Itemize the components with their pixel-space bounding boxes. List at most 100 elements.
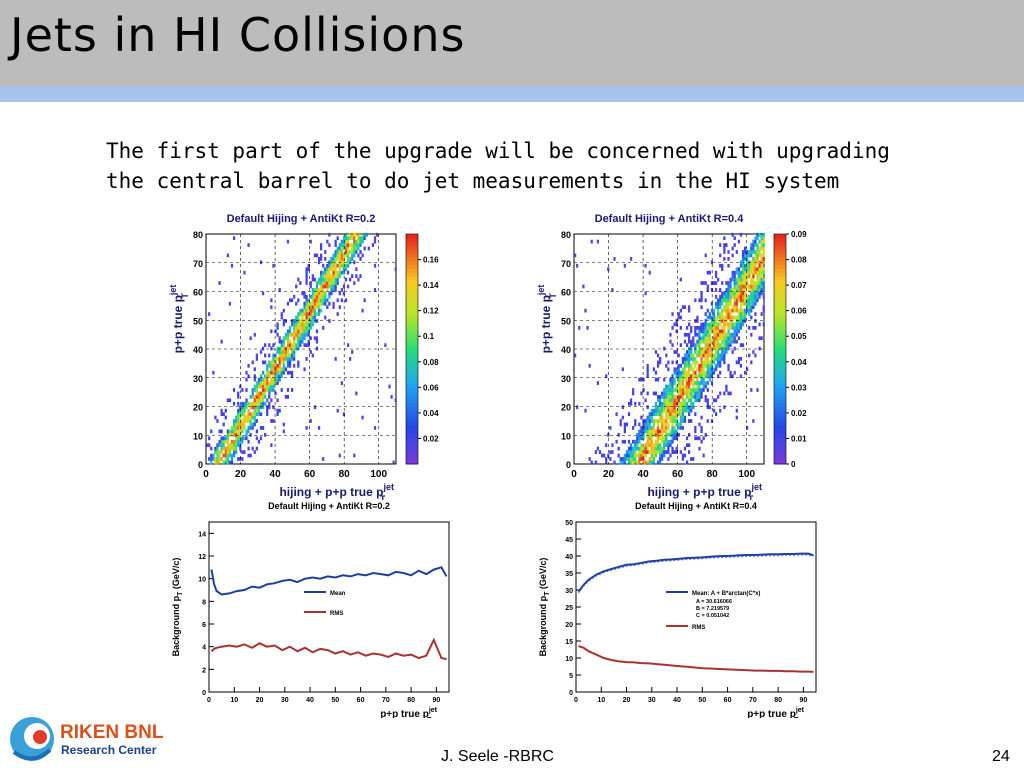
- heatmap-cell: [714, 412, 718, 416]
- heatmap-cell: [322, 326, 325, 330]
- heatmap-cell: [758, 322, 761, 327]
- heatmap-cell: [661, 405, 664, 410]
- y-tick-label: 30: [565, 588, 573, 595]
- heatmap-cell: [324, 301, 327, 306]
- heatmap-cell: [760, 246, 763, 251]
- heatmap-cell: [280, 370, 283, 375]
- heatmap-cell: [704, 374, 707, 379]
- heatmap-cell: [638, 429, 641, 434]
- heatmap-cell: [295, 322, 298, 327]
- heatmap-cell: [708, 343, 711, 347]
- heatmap-cell: [288, 357, 292, 361]
- heatmap-cell: [332, 267, 335, 272]
- heatmap-cell: [334, 267, 337, 272]
- heatmap-cell: [712, 353, 716, 358]
- heatmap-cell: [741, 270, 745, 275]
- heatmap-cell: [677, 405, 680, 410]
- heatmap-cell: [746, 263, 749, 268]
- heatmap-cell: [340, 298, 343, 303]
- heatmap-cell: [237, 401, 240, 406]
- heatmap-cell: [299, 312, 302, 316]
- heatmap-cell: [702, 360, 705, 365]
- heatmap-cell: [690, 353, 693, 358]
- heatmap-cell: [750, 301, 753, 306]
- heatmap-cell: [658, 408, 662, 413]
- heatmap-cell: [667, 401, 670, 406]
- heatmap-cell: [690, 339, 693, 344]
- heatmap-cell: [743, 298, 747, 303]
- heatmap-cell: [324, 284, 327, 289]
- heatmap-cell: [661, 457, 664, 461]
- heatmap-cell: [266, 384, 269, 389]
- heatmap-cell: [731, 288, 734, 292]
- heatmap-cell: [245, 388, 248, 392]
- heatmap-cell: [228, 453, 232, 458]
- heatmap-cell: [214, 415, 217, 420]
- heatmap-cell: [224, 453, 227, 458]
- heatmap-cell: [313, 308, 317, 313]
- heatmap-cell: [725, 315, 728, 320]
- heatmap-cell: [293, 363, 296, 368]
- heatmap-cell: [698, 339, 701, 344]
- heatmap-cell: [228, 443, 232, 448]
- heatmap-cell: [721, 357, 724, 361]
- heatmap-cell: [762, 281, 765, 285]
- heatmap-cell: [665, 443, 668, 448]
- heatmap-cell: [698, 367, 701, 372]
- heatmap-cell: [685, 332, 689, 337]
- heatmap-cell: [683, 415, 687, 420]
- title-bar: [0, 0, 1024, 86]
- heatmap-cell: [251, 401, 254, 406]
- heatmap-cell: [681, 305, 685, 310]
- heatmap-cell: [353, 243, 356, 247]
- colorbar-segment: [774, 383, 786, 388]
- heatmap-cell: [679, 381, 682, 385]
- heatmap-cell: [392, 460, 395, 465]
- heatmap-cell: [251, 360, 254, 365]
- heatmap-cell: [313, 319, 317, 323]
- heatmap-cell: [299, 332, 302, 337]
- heatmap-cell: [638, 460, 641, 465]
- heatmap-cell: [752, 263, 755, 268]
- heatmap-cell: [232, 453, 236, 458]
- heatmap-cell: [735, 319, 738, 323]
- heatmap-cell: [307, 312, 310, 316]
- heatmap-cell: [230, 453, 234, 458]
- heatmap-cell: [359, 250, 362, 254]
- heatmap-cell: [237, 432, 240, 437]
- heatmap-cell: [727, 288, 730, 292]
- heatmap-cell: [725, 322, 728, 327]
- heatmap-cell: [750, 288, 753, 292]
- heatmap-cell: [623, 429, 626, 434]
- heatmap-cell: [245, 398, 248, 403]
- heatmap-cell: [758, 288, 761, 292]
- heatmap-cell: [690, 367, 693, 372]
- heatmap-cell: [600, 453, 604, 458]
- heatmap-cell: [652, 419, 656, 423]
- heatmap-cell: [276, 377, 279, 382]
- heatmap-cell: [232, 419, 236, 423]
- heatmap-cell: [692, 357, 695, 361]
- heatmap-cell: [276, 326, 279, 330]
- heatmap-cell: [679, 405, 682, 410]
- heatmap-cell: [332, 277, 335, 282]
- heatmap-cell: [261, 398, 265, 403]
- heatmap-cell: [733, 291, 736, 296]
- heatmap-cell: [355, 274, 358, 278]
- heatmap-cell: [748, 267, 751, 272]
- heatmap-cell: [748, 253, 751, 258]
- heatmap-cell: [692, 367, 695, 372]
- heatmap-cell: [721, 301, 724, 306]
- heatmap-cell: [717, 350, 720, 354]
- heatmap-cell: [671, 384, 674, 389]
- colorbar-segment: [774, 418, 786, 423]
- heatmap-cell: [315, 319, 319, 323]
- heatmap-cell: [661, 429, 664, 434]
- heatmap-cell: [683, 419, 687, 423]
- heatmap-cell: [721, 312, 724, 316]
- heatmap-cell: [739, 343, 743, 347]
- heatmap-cell: [232, 450, 236, 454]
- heatmap-cell: [315, 298, 319, 303]
- heatmap-cell: [623, 453, 626, 458]
- heatmap-cell: [574, 353, 577, 358]
